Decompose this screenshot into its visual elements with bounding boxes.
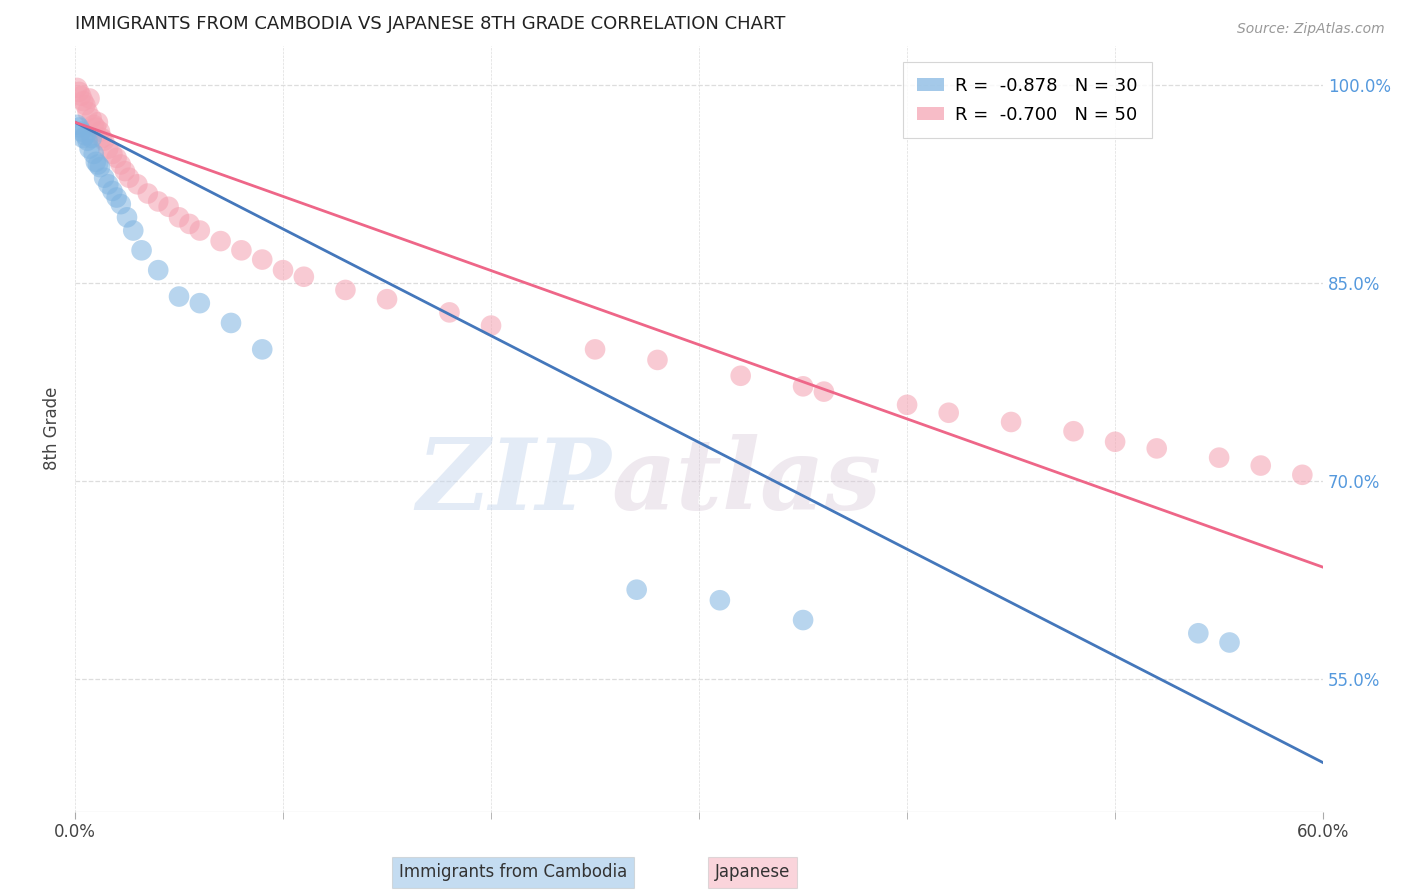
Point	[84, 154, 107, 169]
Point	[93, 134, 115, 148]
Point	[131, 244, 153, 258]
Point	[292, 269, 315, 284]
Point	[118, 170, 141, 185]
Point	[1000, 415, 1022, 429]
Point	[70, 88, 93, 103]
Text: atlas: atlas	[612, 434, 882, 531]
Point	[148, 263, 170, 277]
Point	[89, 124, 111, 138]
Point	[188, 296, 211, 310]
Point	[67, 85, 90, 99]
Point	[97, 178, 120, 192]
Point	[105, 151, 128, 165]
Point	[1187, 626, 1209, 640]
Point	[110, 157, 132, 171]
Point	[167, 289, 190, 303]
Point	[938, 406, 960, 420]
Point	[66, 118, 89, 132]
Point	[148, 194, 170, 209]
Point	[97, 142, 120, 156]
Text: Source: ZipAtlas.com: Source: ZipAtlas.com	[1237, 22, 1385, 37]
Point	[188, 223, 211, 237]
Point	[271, 263, 294, 277]
Point	[87, 115, 110, 129]
Point	[1146, 442, 1168, 456]
Point	[335, 283, 357, 297]
Point	[70, 124, 93, 138]
Point	[813, 384, 835, 399]
Point	[647, 353, 669, 368]
Point	[231, 244, 253, 258]
Point	[72, 94, 94, 108]
Point	[167, 211, 190, 225]
Point	[101, 184, 124, 198]
Point	[76, 134, 98, 148]
Legend: R =  -0.878   N = 30, R =  -0.700   N = 50: R = -0.878 N = 30, R = -0.700 N = 50	[903, 62, 1152, 138]
Text: IMMIGRANTS FROM CAMBODIA VS JAPANESE 8TH GRADE CORRELATION CHART: IMMIGRANTS FROM CAMBODIA VS JAPANESE 8TH…	[75, 15, 786, 33]
Point	[79, 91, 101, 105]
Point	[80, 131, 103, 145]
Y-axis label: 8th Grade: 8th Grade	[44, 387, 60, 470]
Point	[83, 118, 105, 132]
Point	[66, 81, 89, 95]
Point	[105, 190, 128, 204]
Point	[1063, 424, 1085, 438]
Point	[792, 379, 814, 393]
Point	[91, 131, 114, 145]
Point	[219, 316, 242, 330]
Point	[114, 164, 136, 178]
Point	[83, 147, 105, 161]
Point	[101, 147, 124, 161]
Point	[1208, 450, 1230, 465]
Point	[1218, 635, 1240, 649]
Point	[93, 170, 115, 185]
Point	[730, 368, 752, 383]
Point	[89, 160, 111, 174]
Point	[76, 104, 98, 119]
Point	[84, 120, 107, 135]
Point	[75, 98, 97, 112]
Point	[1104, 434, 1126, 449]
Point	[79, 142, 101, 156]
Point	[439, 305, 461, 319]
Point	[626, 582, 648, 597]
Point	[115, 211, 138, 225]
Text: Japanese: Japanese	[714, 863, 790, 881]
Point	[1291, 467, 1313, 482]
Text: Immigrants from Cambodia: Immigrants from Cambodia	[399, 863, 627, 881]
Point	[375, 292, 398, 306]
Point	[136, 186, 159, 201]
Point	[72, 131, 94, 145]
Point	[479, 318, 502, 333]
Text: ZIP: ZIP	[416, 434, 612, 531]
Point	[87, 157, 110, 171]
Point	[209, 234, 232, 248]
Point	[80, 112, 103, 126]
Point	[252, 252, 274, 267]
Point	[1250, 458, 1272, 473]
Point	[122, 223, 145, 237]
Point	[110, 197, 132, 211]
Point	[127, 178, 149, 192]
Point	[709, 593, 731, 607]
Point	[896, 398, 918, 412]
Point	[179, 217, 201, 231]
Point	[252, 343, 274, 357]
Point	[75, 128, 97, 143]
Point	[583, 343, 606, 357]
Point	[792, 613, 814, 627]
Point	[67, 120, 90, 135]
Point	[157, 200, 180, 214]
